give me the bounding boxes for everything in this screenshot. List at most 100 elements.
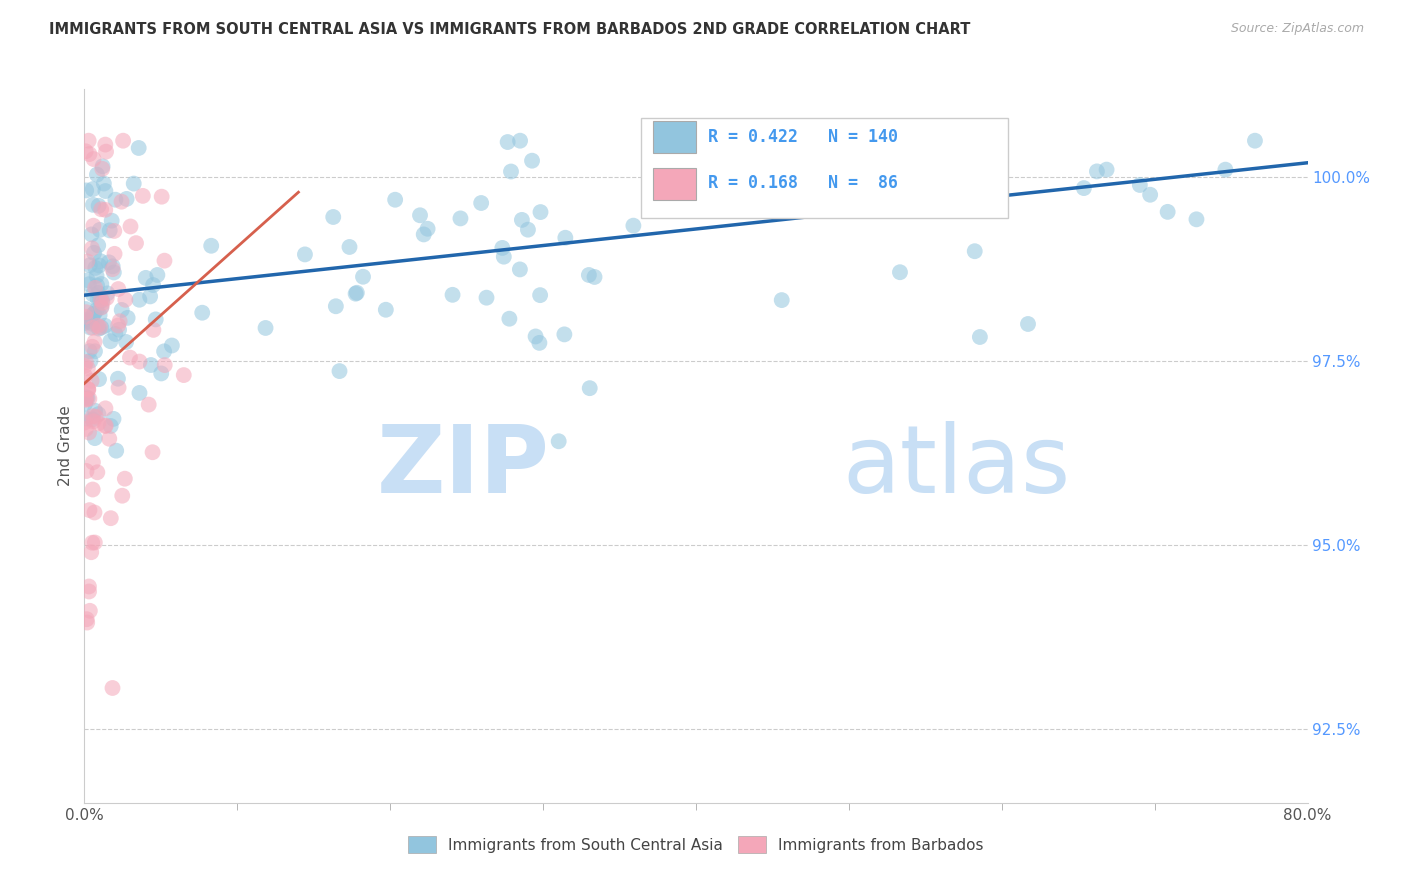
Point — [547, 434, 569, 449]
Point — [77, 584, 100, 599]
Point — [110, 194, 132, 209]
Point — [105, 443, 128, 458]
Point — [77, 383, 100, 397]
Point — [76, 361, 98, 376]
Point — [1185, 212, 1208, 227]
Point — [578, 268, 600, 282]
Point — [96, 291, 118, 305]
Point — [851, 181, 873, 195]
Point — [107, 372, 129, 386]
Point — [90, 277, 112, 291]
Point — [94, 184, 117, 198]
Point — [498, 311, 520, 326]
Point — [76, 391, 98, 405]
Point — [87, 321, 110, 335]
Point — [496, 135, 519, 149]
Point — [87, 199, 110, 213]
Point — [86, 303, 108, 318]
Point — [553, 327, 575, 342]
Point — [173, 368, 195, 382]
Text: R = 0.422   N = 140: R = 0.422 N = 140 — [709, 128, 898, 146]
FancyBboxPatch shape — [654, 168, 696, 200]
Y-axis label: 2nd Grade: 2nd Grade — [58, 406, 73, 486]
Point — [139, 289, 162, 303]
Point — [529, 288, 551, 302]
Point — [1085, 164, 1108, 178]
Point — [94, 318, 117, 333]
Point — [84, 344, 107, 359]
Point — [89, 254, 111, 268]
Point — [79, 503, 101, 517]
Legend: Immigrants from South Central Asia, Immigrants from Barbados: Immigrants from South Central Asia, Immi… — [402, 830, 990, 859]
Point — [80, 545, 103, 559]
Point — [86, 318, 108, 333]
Point — [449, 211, 471, 226]
Point — [118, 351, 141, 365]
Point — [83, 306, 105, 320]
Point — [80, 374, 103, 388]
Point — [87, 407, 110, 421]
Point — [153, 344, 176, 359]
Point — [75, 305, 97, 319]
Point — [470, 196, 492, 211]
Point — [101, 262, 124, 277]
Point — [104, 326, 127, 341]
Point — [142, 278, 165, 293]
Point — [73, 359, 96, 373]
Point — [491, 241, 513, 255]
Point — [115, 334, 138, 349]
Point — [83, 535, 105, 549]
Point — [108, 314, 131, 328]
Point — [83, 431, 105, 445]
Point — [554, 231, 576, 245]
Point — [135, 271, 157, 285]
Point — [969, 330, 991, 344]
Point — [80, 241, 103, 255]
Point — [146, 268, 169, 282]
Point — [77, 383, 100, 397]
Point — [520, 153, 543, 168]
Point — [160, 338, 183, 352]
Point — [86, 268, 108, 283]
Point — [128, 386, 150, 401]
Point — [73, 416, 96, 430]
Point — [79, 320, 101, 334]
Point — [963, 244, 986, 259]
Point — [346, 285, 368, 300]
Point — [75, 422, 97, 436]
Point — [83, 245, 105, 260]
Point — [132, 189, 155, 203]
Point — [1095, 162, 1118, 177]
Point — [94, 145, 117, 159]
Point — [128, 293, 150, 307]
Point — [82, 483, 104, 497]
Point — [122, 177, 145, 191]
Point — [89, 308, 111, 322]
Point — [107, 318, 129, 333]
Point — [328, 364, 350, 378]
Text: IMMIGRANTS FROM SOUTH CENTRAL ASIA VS IMMIGRANTS FROM BARBADOS 2ND GRADE CORRELA: IMMIGRANTS FROM SOUTH CENTRAL ASIA VS IM… — [49, 22, 970, 37]
Point — [90, 293, 112, 307]
Point — [98, 432, 121, 446]
Point — [82, 320, 104, 334]
Point — [83, 506, 105, 520]
Point — [107, 282, 129, 296]
Text: atlas: atlas — [842, 421, 1071, 514]
Point — [87, 285, 110, 300]
Point — [82, 287, 104, 301]
Point — [108, 323, 131, 337]
Point — [150, 189, 173, 203]
Text: R = 0.168   N =  86: R = 0.168 N = 86 — [709, 175, 898, 193]
Point — [80, 227, 103, 242]
Point — [82, 535, 104, 549]
Point — [516, 222, 538, 236]
Point — [91, 159, 114, 173]
Point — [75, 310, 97, 324]
Point — [82, 455, 104, 469]
Point — [100, 334, 122, 349]
Point — [75, 312, 97, 326]
Point — [1073, 181, 1095, 195]
Point — [509, 262, 531, 277]
Point — [509, 134, 531, 148]
Point — [889, 265, 911, 279]
